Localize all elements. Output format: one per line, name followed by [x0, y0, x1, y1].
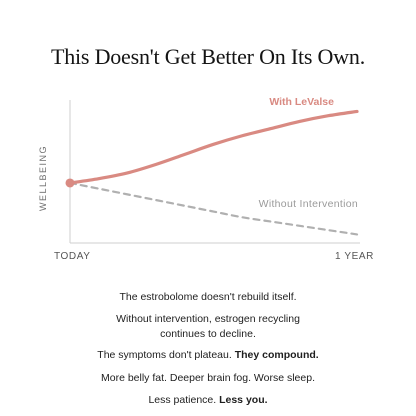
- y-axis-label: WELLBEING: [38, 144, 48, 212]
- text-line-1: The estrobolome doesn't rebuild itself.: [119, 291, 297, 303]
- text-line-4: More belly fat. Deeper brain fog. Worse …: [101, 372, 315, 384]
- series-line-without-intervention: [68, 181, 359, 236]
- start-point-marker: [65, 178, 75, 188]
- text-line-5: Less patience. Less you.: [0, 393, 416, 408]
- text-line-3-normal: The symptoms don't plateau.: [97, 349, 232, 361]
- text-line-3: The symptoms don't plateau. They compoun…: [0, 348, 416, 363]
- x-tick-label-today: TODAY: [54, 251, 91, 262]
- legend-with-levalse: With LeValse: [269, 96, 334, 108]
- text-line-2b: continues to decline.: [160, 328, 256, 340]
- x-tick-label-1-year: 1 YEAR: [335, 251, 374, 262]
- page-title: This Doesn't Get Better On Its Own.: [50, 44, 366, 69]
- legend-without-intervention: Without Intervention: [258, 198, 358, 210]
- series-line-with-levalse: [68, 109, 359, 185]
- text-line-3-bold: They compound.: [234, 349, 319, 361]
- text-line-5-bold: Less you.: [219, 394, 268, 406]
- text-line-5-normal: Less patience.: [148, 394, 217, 406]
- text-line-2a: Without intervention, estrogen recycling: [116, 313, 300, 325]
